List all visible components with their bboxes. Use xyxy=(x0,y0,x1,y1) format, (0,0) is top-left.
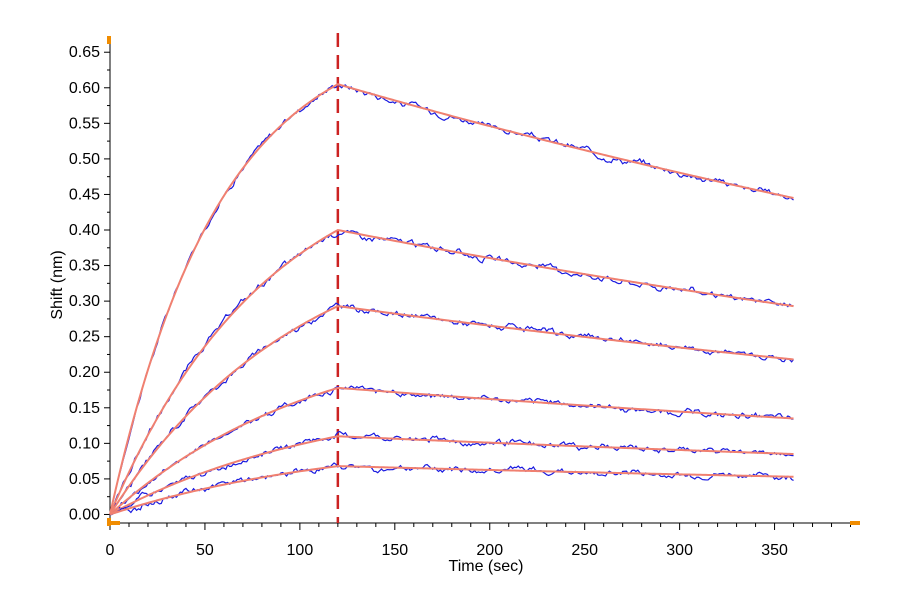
y-axis-top-marker xyxy=(107,36,111,44)
y-tick-label: 0.15 xyxy=(69,400,100,417)
x-tick-label: 150 xyxy=(381,542,408,559)
fit-curve-1 xyxy=(109,83,794,515)
y-axis-title: Shift (nm) xyxy=(49,250,66,319)
x-tick-label: 300 xyxy=(666,542,693,559)
axes: 0.00 0.05 0.10 0.15 0.20 0.25 0.30 0.35 0.40 0.45… xyxy=(69,36,860,559)
y-tick-label: 0.25 xyxy=(69,329,100,346)
y-tick-label: 0.00 xyxy=(69,506,100,523)
fit-curve-3 xyxy=(109,305,794,516)
y-tick-label: 0.65 xyxy=(69,44,100,61)
x-tick-label: 50 xyxy=(196,542,214,559)
x-axis-right-marker xyxy=(850,521,860,525)
series-layer xyxy=(109,83,794,516)
x-axis-left-marker xyxy=(110,521,120,525)
measured-trace-2 xyxy=(109,229,794,515)
x-tick-label: 200 xyxy=(476,542,503,559)
x-tick-label: 350 xyxy=(761,542,788,559)
y-ticks: 0.00 0.05 0.10 0.15 0.20 0.25 0.30 0.35 0.40 0.45… xyxy=(69,44,110,523)
y-axis-bottom-marker xyxy=(107,518,111,526)
fit-curve-2 xyxy=(109,228,794,515)
fit-curve-5 xyxy=(109,435,794,516)
y-tick-label: 0.60 xyxy=(69,80,100,97)
y-tick-label: 0.10 xyxy=(69,435,100,452)
fit-curve-6 xyxy=(109,465,794,516)
y-tick-label: 0.55 xyxy=(69,115,100,132)
y-tick-label: 0.40 xyxy=(69,222,100,239)
x-tick-label: 250 xyxy=(571,542,598,559)
y-tick-label: 0.30 xyxy=(69,293,100,310)
x-ticks: 0 50 100 150 200 250 300 350 xyxy=(106,523,852,559)
y-tick-label: 0.35 xyxy=(69,258,100,275)
measured-trace-5 xyxy=(109,430,794,515)
x-tick-label: 100 xyxy=(287,542,314,559)
x-axis-title: Time (sec) xyxy=(449,558,524,575)
fit-curve-4 xyxy=(109,386,794,516)
y-tick-label: 0.50 xyxy=(69,151,100,168)
y-tick-label: 0.20 xyxy=(69,364,100,381)
y-tick-label: 0.45 xyxy=(69,186,100,203)
measured-trace-3 xyxy=(109,302,794,516)
y-tick-label: 0.05 xyxy=(69,471,100,488)
x-tick-label: 0 xyxy=(106,542,115,559)
measured-trace-6 xyxy=(109,462,794,516)
